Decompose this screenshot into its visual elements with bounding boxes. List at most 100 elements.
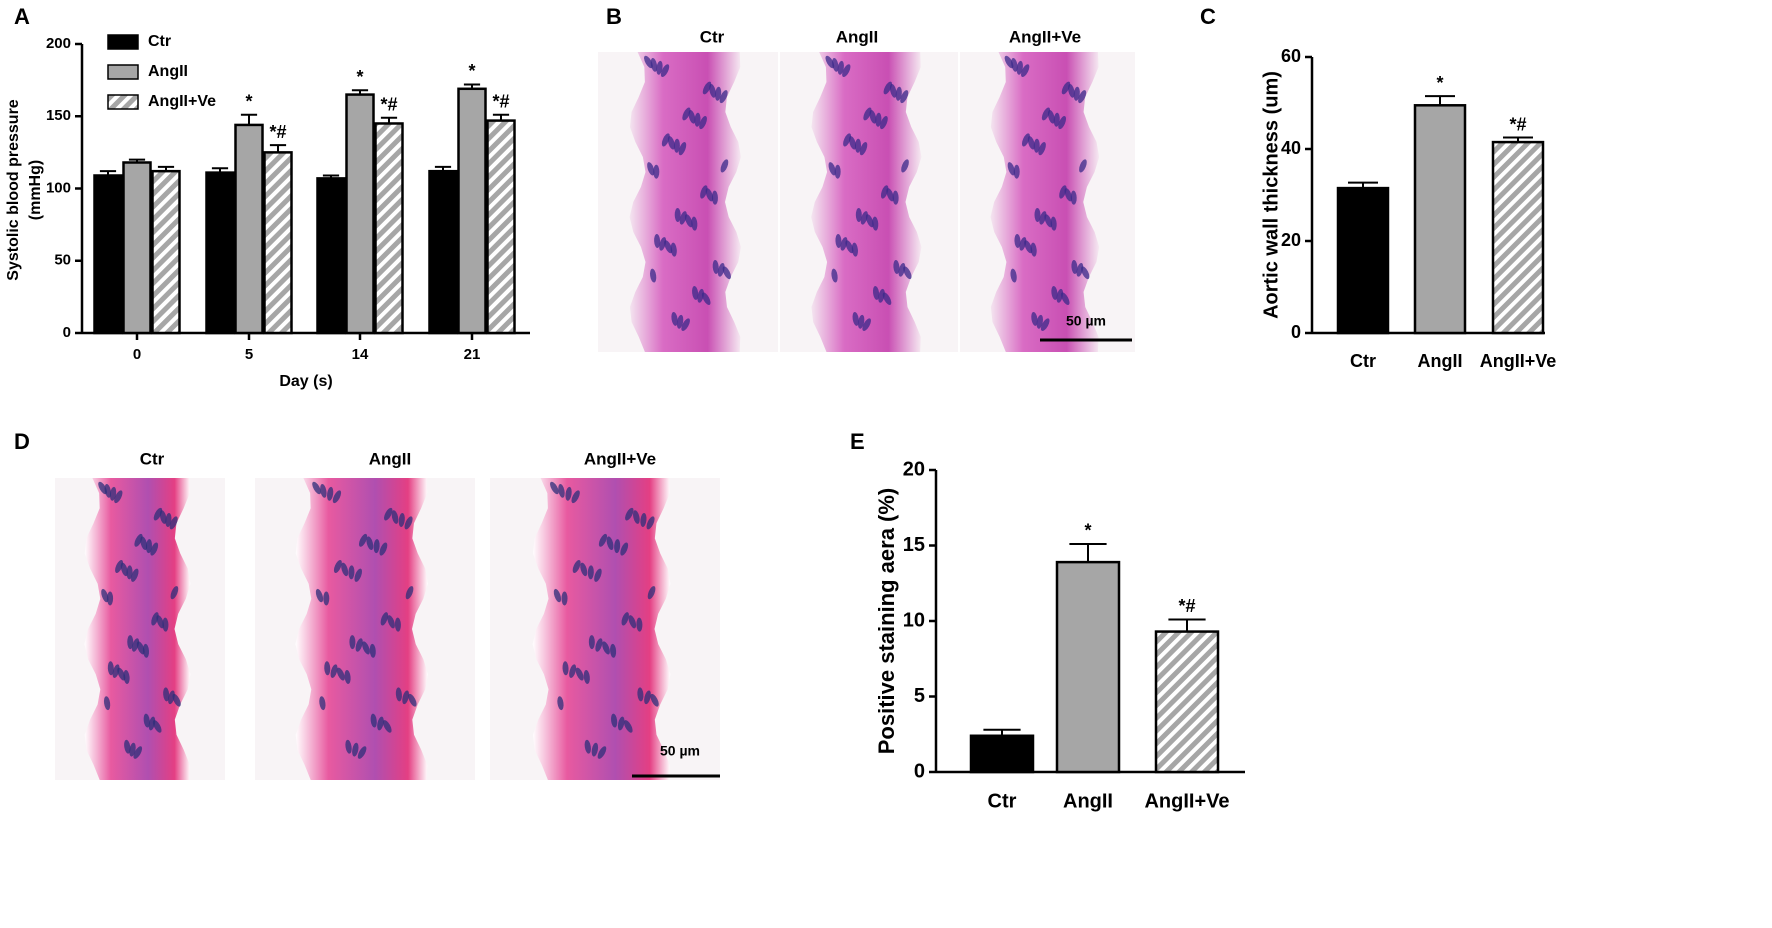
nucleus [569, 664, 577, 678]
nucleus [320, 484, 327, 498]
nucleus [107, 661, 114, 676]
nucleus [825, 55, 835, 69]
nucleus [855, 138, 862, 153]
nucleus [705, 188, 714, 202]
nucleus [717, 263, 725, 277]
y-tick-label: 0 [1291, 322, 1301, 342]
nucleus [1030, 242, 1037, 257]
nucleus [123, 670, 130, 684]
nucleus [901, 159, 909, 173]
nucleus [900, 90, 909, 104]
nucleus [688, 110, 696, 124]
nucleus [1076, 263, 1084, 277]
nucleus [647, 162, 655, 176]
y-axis-label: (mmHg) [27, 160, 44, 220]
nucleus [391, 510, 399, 524]
nucleus [598, 533, 608, 547]
nucleus [664, 240, 673, 254]
nucleus [327, 486, 334, 501]
nucleus [1040, 318, 1050, 331]
nucleus [831, 268, 838, 283]
bar [428, 169, 458, 335]
significance-mark: * [1084, 521, 1091, 541]
nucleus [366, 536, 374, 551]
nucleus [646, 516, 655, 530]
bar [486, 119, 516, 335]
legend-label: AngII [148, 63, 188, 80]
nucleus [1060, 292, 1070, 305]
nucleus [647, 586, 656, 600]
nucleus [1039, 211, 1047, 225]
nucleus [98, 481, 107, 495]
nucleus [1059, 185, 1067, 199]
nucleus [671, 311, 678, 326]
nucleus [349, 635, 356, 650]
nucleus [1010, 268, 1017, 283]
nucleus [715, 86, 722, 101]
nucleus [562, 661, 569, 676]
nucleus [614, 539, 621, 554]
nucleus [832, 57, 839, 72]
nucleus [859, 141, 868, 156]
bar [1154, 630, 1220, 774]
nucleus [640, 513, 647, 527]
nucleus [621, 612, 629, 626]
tissue [295, 478, 428, 780]
nucleus [358, 533, 368, 547]
panel-label: C [1200, 4, 1216, 29]
nucleus [170, 586, 179, 600]
nucleus [722, 266, 731, 280]
legend-swatch [107, 34, 139, 50]
bar [457, 87, 487, 335]
nucleus [1004, 55, 1014, 69]
nucleus [883, 81, 893, 95]
nucleus [1021, 64, 1030, 78]
nucleus [354, 568, 362, 582]
nucleus [131, 568, 139, 582]
nucleus [650, 268, 657, 283]
nucleus [681, 318, 690, 331]
nucleus [107, 591, 114, 606]
nucleus [623, 720, 633, 733]
nucleus [892, 190, 899, 205]
nucleus [369, 643, 376, 658]
y-tick-label: 150 [46, 107, 71, 124]
panel-label: B [606, 4, 622, 29]
nucleus [379, 542, 388, 556]
nucleus [653, 164, 660, 179]
nucleus [684, 214, 693, 228]
nucleus [341, 562, 349, 577]
nucleus [136, 641, 145, 655]
nucleus [625, 507, 634, 521]
nucleus [855, 207, 862, 222]
nucleus [711, 190, 718, 205]
nucleus [1024, 240, 1033, 254]
bar [1336, 186, 1390, 335]
nucleus [676, 314, 684, 329]
y-axis-label: Positive staining aera (%) [874, 488, 899, 755]
nucleus [348, 565, 355, 580]
image-label: AngII+Ve [584, 449, 656, 468]
nucleus [142, 643, 150, 658]
nucleus [117, 667, 126, 681]
nucleus [168, 690, 175, 705]
nucleus [697, 288, 704, 303]
nucleus [1071, 259, 1078, 274]
nucleus [120, 562, 128, 577]
y-tick-label: 50 [54, 252, 71, 269]
bar [205, 171, 235, 335]
nucleus [133, 746, 143, 759]
nucleus [597, 746, 607, 759]
tissue [84, 478, 191, 780]
nucleus [104, 484, 112, 498]
nucleus [682, 107, 691, 121]
nucleus [345, 739, 352, 754]
nucleus [330, 664, 338, 678]
x-axis-label: Day (s) [279, 373, 332, 390]
nucleus [344, 670, 351, 684]
nucleus [617, 716, 625, 731]
tissue [629, 52, 741, 352]
nucleus [673, 138, 680, 153]
nucleus [395, 687, 402, 702]
nucleus [402, 690, 410, 705]
